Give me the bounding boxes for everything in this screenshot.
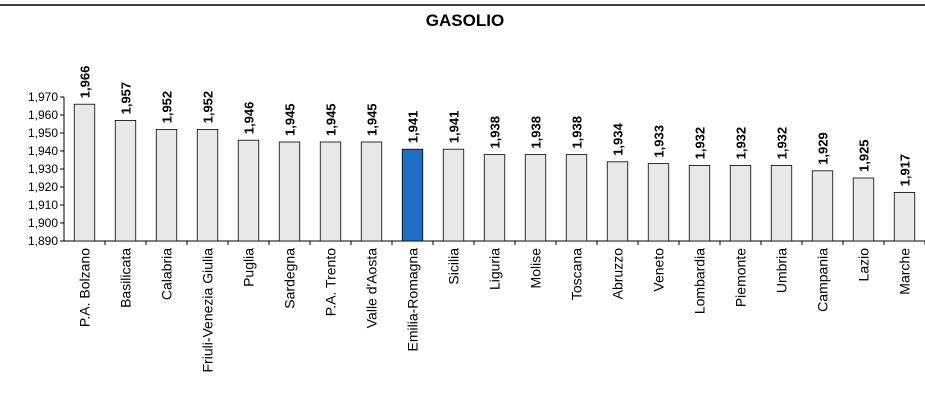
y-tick-label: 1,920 [28, 180, 58, 194]
category-label: Emilia-Romagna [405, 248, 421, 352]
data-label: 1,932 [734, 127, 749, 160]
bar [852, 177, 875, 242]
category-label: Lombardia [692, 248, 708, 314]
bars-group [73, 103, 925, 245]
data-label: 1,925 [857, 139, 872, 172]
bar [524, 154, 547, 242]
bar [647, 163, 670, 242]
y-tick-label: 1,900 [28, 216, 58, 230]
bar [729, 164, 752, 242]
bar [483, 154, 506, 242]
data-label: 1,945 [365, 103, 380, 136]
category-label: Friuli-Venezia Giulia [200, 248, 216, 373]
bar [893, 191, 916, 242]
data-label: 1,917 [898, 154, 913, 187]
category-label: Umbria [774, 248, 790, 293]
category-label: Campania [815, 248, 831, 312]
data-label: 1,932 [775, 127, 790, 160]
bar [811, 170, 834, 242]
y-tick-label: 1,960 [28, 108, 58, 122]
category-label: P.A. Trento [323, 248, 339, 316]
category-label: Veneto [651, 248, 667, 292]
category-label: Marche [897, 248, 913, 295]
category-label: P.A. Bolzano [77, 248, 93, 327]
bar [688, 164, 711, 242]
data-label: 1,929 [816, 132, 831, 165]
data-label: 1,938 [488, 116, 503, 149]
data-label: 1,966 [78, 66, 93, 99]
data-label: 1,934 [611, 122, 626, 155]
category-label: Calabria [159, 248, 175, 300]
category-label: Lazio [856, 248, 872, 282]
bar [319, 141, 342, 242]
bar [360, 141, 383, 242]
y-tick-label: 1,970 [28, 90, 58, 104]
bar [606, 161, 629, 242]
bar [114, 120, 137, 242]
bar [73, 103, 96, 242]
bar [237, 139, 260, 242]
bar [155, 128, 178, 242]
category-label: Sicilia [446, 248, 462, 285]
category-label: Sardegna [282, 248, 298, 309]
category-label: Molise [528, 248, 544, 289]
category-label: Puglia [241, 248, 257, 287]
y-tick-label: 1,890 [28, 234, 58, 248]
data-label: 1,938 [570, 116, 585, 149]
y-tick-label: 1,940 [28, 144, 58, 158]
category-label: Abruzzo [610, 248, 626, 300]
bar [442, 148, 465, 242]
category-label: Toscana [569, 248, 585, 300]
category-label: Basilicata [118, 248, 134, 308]
y-tick-label: 1,910 [28, 198, 58, 212]
data-label: 1,952 [201, 91, 216, 124]
y-tick-label: 1,930 [28, 162, 58, 176]
category-labels-group: P.A. Bolzano Basilicata Calabria Friuli-Ven… [77, 248, 913, 373]
category-label: Valle d'Aosta [364, 248, 380, 328]
data-label: 1,941 [406, 111, 421, 144]
category-label: Liguria [487, 248, 503, 290]
chart-title: GASOLIO [426, 11, 504, 30]
bar [278, 141, 301, 242]
data-label: 1,932 [693, 127, 708, 160]
bar [196, 128, 219, 242]
data-label: 1,941 [447, 111, 462, 144]
data-label: 1,946 [242, 102, 257, 135]
data-label: 1,938 [529, 116, 544, 149]
bar [770, 164, 793, 242]
category-label: Piemonte [733, 248, 749, 307]
bar [401, 148, 424, 242]
data-label: 1,957 [119, 82, 134, 115]
data-label: 1,933 [652, 125, 667, 158]
bar [565, 154, 588, 242]
y-tick-label: 1,950 [28, 126, 58, 140]
data-label: 1,945 [283, 103, 298, 136]
data-label: 1,952 [160, 91, 175, 124]
data-labels-group: 1,966 1,957 1,952 1,952 1,946 1,945 1,945 1,945… [78, 66, 913, 187]
data-label: 1,945 [324, 103, 339, 136]
